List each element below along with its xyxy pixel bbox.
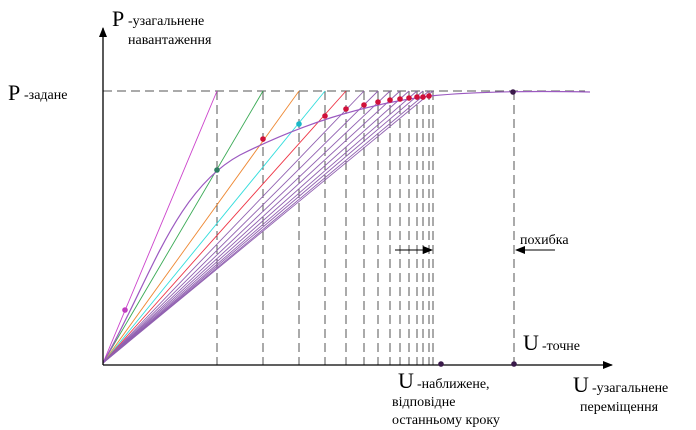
step-line-3: [102, 90, 300, 364]
step-line-5: [102, 90, 347, 364]
x-axis-label-1: -узагальнене: [592, 381, 668, 396]
step-line-11: [102, 90, 418, 364]
iteration-points: [122, 89, 517, 367]
load-curve: [102, 90, 591, 364]
step-line-2: [102, 90, 264, 364]
point-8: [375, 99, 381, 105]
step-line-12: [102, 90, 424, 364]
point-11: [406, 95, 412, 101]
point-17: [511, 361, 517, 367]
u-exact-label: -точне: [542, 339, 580, 354]
point-15: [510, 89, 516, 95]
point-6: [343, 106, 349, 112]
u-exact-letter: U: [523, 330, 539, 355]
y-axis-label-1: -узагальнене: [128, 14, 204, 29]
point-5: [322, 113, 328, 119]
point-14: [426, 93, 432, 99]
point-16: [438, 361, 444, 367]
point-3: [260, 136, 266, 142]
error-label: похибка: [520, 233, 569, 248]
point-1: [122, 307, 128, 313]
dashed-guides: [103, 90, 585, 365]
step-line-10: [102, 90, 410, 364]
u-approx-label-1: -наближене,: [417, 377, 490, 392]
step-line-8: [102, 90, 391, 364]
step-line-14: [102, 90, 434, 364]
x-axis-letter: U: [573, 372, 589, 397]
y-axis-letter: P: [112, 6, 124, 31]
x-axis-label-2: переміщення: [580, 400, 659, 415]
point-12: [414, 94, 420, 100]
step-line-1: [102, 90, 218, 364]
step-lines: [102, 90, 434, 364]
point-7: [361, 102, 367, 108]
point-10: [397, 96, 403, 102]
point-4: [296, 121, 302, 127]
point-13: [420, 94, 426, 100]
point-9: [387, 97, 393, 103]
u-approx-letter: U: [398, 368, 414, 393]
step-line-7: [102, 90, 379, 364]
u-approx-label-3: останньому кроку: [392, 413, 500, 428]
point-2: [214, 167, 220, 173]
step-line-9: [102, 90, 401, 364]
step-line-4: [102, 90, 326, 364]
step-line-6: [102, 90, 365, 364]
p-target-label: -задане: [24, 88, 67, 103]
p-target-letter: P: [8, 80, 20, 105]
y-axis-label-2: навантаження: [128, 33, 212, 48]
u-approx-label-2: відповідне: [392, 395, 455, 410]
